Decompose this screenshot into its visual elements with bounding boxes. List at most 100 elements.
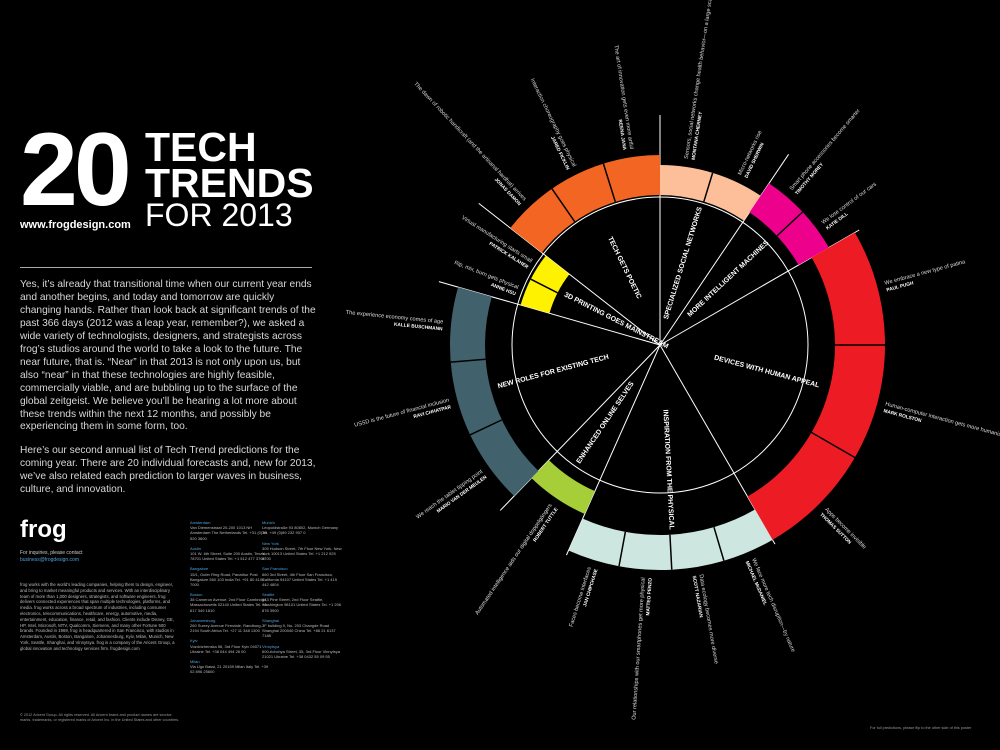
trend-item-text: We reach the tablet tipping point <box>415 469 484 521</box>
item-divider <box>469 419 503 436</box>
office-entry: Johannesburg 260 Surrey Avenue Ferndale, … <box>190 618 270 634</box>
divider <box>20 267 312 268</box>
item-divider <box>713 526 725 561</box>
inquiries: For inquiries, please contact business@f… <box>20 550 170 563</box>
office-address: 101 W. 6th Street, Suite 200 Austin, Tex… <box>190 550 265 562</box>
trend-item-text: Rip, mix, burn gets physical <box>453 260 519 291</box>
trend-item-author: REENA JANA <box>617 119 628 151</box>
trend-item-text: Interaction choreography goes physical <box>529 78 577 168</box>
wheel-spoke <box>499 344 661 511</box>
item-divider <box>551 188 576 223</box>
office-city: San Francisco <box>262 566 288 572</box>
office-address: Vozdvizhenska 56, 3rd Floor Kyiv 04071 U… <box>190 643 262 654</box>
office-city: Shanghai <box>262 617 279 623</box>
office-city: Kyiv <box>190 638 198 644</box>
item-divider <box>450 358 486 363</box>
trend-segment <box>450 287 539 497</box>
office-city: New York <box>262 540 279 546</box>
title-tech: TECH <box>145 124 257 170</box>
office-city: Bangalore <box>190 566 209 572</box>
trend-item-text: We lose control of our cars <box>821 181 878 225</box>
office-entry: Kyiv Vozdvizhenska 56, 3rd Floor Kyiv 040… <box>190 638 270 654</box>
flip-note: For full predictions, please flip to the… <box>870 726 972 730</box>
office-entry: Seattle 413 Pine Street, 2nd Floor Seattl… <box>262 592 342 613</box>
trend-item-text: Human-computer interaction gets more hum… <box>885 401 1000 439</box>
trend-segment <box>747 232 885 540</box>
trend-item-author: KALLE BUSCHMANN <box>394 322 444 333</box>
intro-paragraph-1: Yes, it’s already that transitional time… <box>20 279 316 433</box>
office-address: 305 Hudson Street, 7th Floor New York, N… <box>262 545 342 562</box>
office-address: 3F building 9, No. 203 Changde Road Shan… <box>262 623 336 639</box>
office-address: Leopoldstraße 93 80802, Munich Germany T… <box>262 525 339 536</box>
company-blurb: frog works with the world’s leading comp… <box>20 582 175 651</box>
trend-item-text: We embrace a new type of patina <box>884 259 967 287</box>
office-entry: San Francisco 660 3rd Street, 4th Floor S… <box>262 566 342 587</box>
theme-label: INSPIRATION FROM THE PHYSICAL <box>661 409 674 530</box>
trend-segment <box>510 155 660 253</box>
office-entry: New York 305 Hudson Street, 7th Floor New… <box>262 541 342 562</box>
office-city: Vinnytsya <box>262 643 280 649</box>
trend-item-text: Our relationships with our smartphones g… <box>631 577 646 720</box>
item-divider <box>703 172 714 202</box>
trend-item-text: The dawn of robotic handicraft (and the … <box>412 81 527 202</box>
office-city: Milan <box>190 658 200 664</box>
item-divider <box>811 431 856 459</box>
trend-item-text: Data ecology becomes more diverse <box>697 574 718 665</box>
office-entry: Bangalore 15/1, Outer Ring Road, Panathur… <box>190 566 270 587</box>
office-address: 660 3rd Street, 4th Floor San Francisco,… <box>262 571 337 587</box>
office-address: 413 Pine Street, 2nd Floor Seattle, Wash… <box>262 597 342 613</box>
theme-label: NEW ROLES FOR EXISTING TECH <box>497 354 610 390</box>
office-address: Van Diemenstraat 20-200 1013 NH Amsterda… <box>190 525 267 541</box>
office-address: 600-richchya Street, 35, 3rd Floor Vinny… <box>262 648 340 659</box>
office-entry: Milan Via Ugo Bassi, 21 20159 Milan Italy… <box>190 659 270 675</box>
office-address: 38 Cameron Avenue, 2nd Floor Cambridge, … <box>190 597 268 613</box>
wheel-spoke <box>478 203 661 346</box>
office-city: Seattle <box>262 592 275 598</box>
office-city: Munich <box>262 520 275 525</box>
trend-segment <box>520 255 570 314</box>
office-address: 15/1, Outer Ring Road, Panathur Post Ban… <box>190 571 265 587</box>
office-entry: Munich Leopoldstraße 93 80802, Munich Ger… <box>262 520 342 536</box>
office-city: Johannesburg <box>190 617 216 623</box>
email-link[interactable]: business@frogdesign.com <box>20 556 79 563</box>
item-divider <box>530 278 558 294</box>
copyright: © 2012 Aricent Group. All rights reserve… <box>20 713 180 722</box>
office-city: Boston <box>190 592 203 598</box>
office-entry: Vinnytsya 600-richchya Street, 35, 3rd Fl… <box>262 644 342 660</box>
office-entry: Shanghai 3F building 9, No. 203 Changde R… <box>262 618 342 639</box>
office-entry: Austin 101 W. 6th Street, Suite 200 Austi… <box>190 546 270 562</box>
inquiries-label: For inquiries, please contact <box>20 550 83 556</box>
intro-paragraph-2: Here’s our second annual list of Tech Tr… <box>20 445 316 496</box>
title-year: FOR 2013 <box>145 197 293 233</box>
trend-item-author: MATTEO PENZO <box>645 577 653 615</box>
trend-item-text: Apps become invisible <box>823 507 867 551</box>
theme-label: MORE INTELLIGENT MACHINES <box>687 239 771 318</box>
title-number: 20 <box>20 112 132 228</box>
office-address: Via Ugo Bassi, 21 20159 Milan Italy Tel.… <box>190 664 269 675</box>
office-entry: Amsterdam Van Diemenstraat 20-200 1013 NH… <box>190 520 270 541</box>
offices-column-1: Amsterdam Van Diemenstraat 20-200 1013 NH… <box>190 520 270 680</box>
office-city: Austin <box>190 545 202 551</box>
theme-label: 3D PRINTING GOES MAINSTREAM <box>563 292 670 351</box>
trend-segment <box>531 460 595 515</box>
title-trends: TRENDS <box>145 160 314 206</box>
intro-text: Yes, it’s already that transitional time… <box>20 279 316 508</box>
trend-segment <box>660 165 761 221</box>
item-divider <box>669 534 673 570</box>
item-divider <box>602 163 617 203</box>
office-city: Amsterdam <box>190 520 211 525</box>
frog-logo: frog <box>20 516 67 543</box>
website-link[interactable]: www.frogdesign.com <box>20 219 131 231</box>
trend-item-text: Smart phone accessories become smarter <box>789 108 862 192</box>
offices-column-2: Munich Leopoldstraße 93 80802, Munich Ger… <box>262 520 342 664</box>
trend-item-text: We face more tech disruption—by nature <box>750 557 796 653</box>
theme-label: TECH GETS POETIC <box>606 236 642 300</box>
theme-label: DEVICES WITH HUMAN APPEAL <box>713 355 820 390</box>
trend-item-text: Automated intelligence aids our digital … <box>475 503 554 617</box>
item-divider <box>618 531 627 567</box>
office-address: 260 Surrey Avenue Ferndale, Randburg, 21… <box>190 623 262 634</box>
office-entry: Boston 38 Cameron Avenue, 2nd Floor Cambr… <box>190 592 270 613</box>
wheel-inner-ring <box>511 196 809 494</box>
